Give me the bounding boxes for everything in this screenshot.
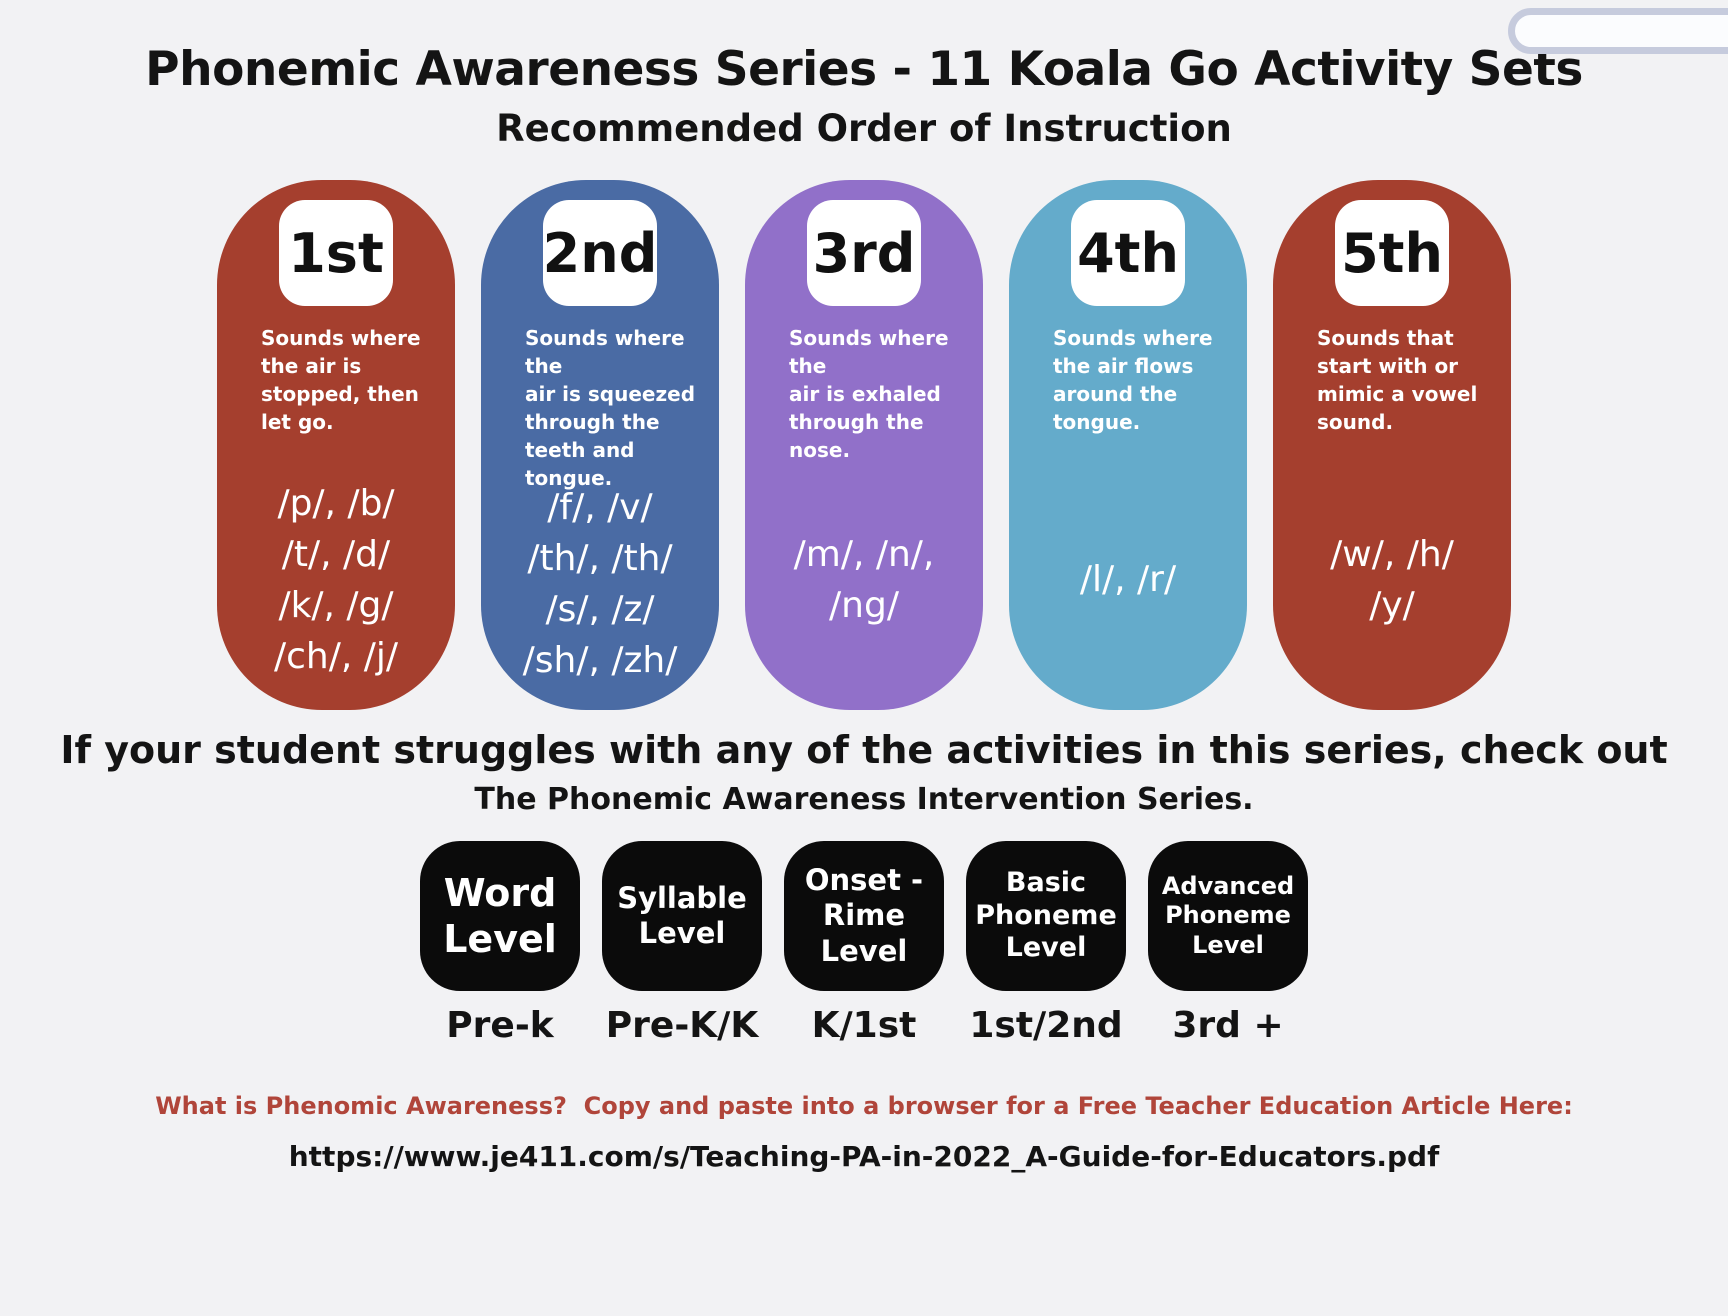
level-syllable: Syllable Level Pre-K/K [602, 841, 762, 1046]
level-grade: K/1st [811, 1005, 917, 1046]
rank-badge: 4th [1071, 200, 1185, 306]
rank-label: 4th [1077, 221, 1179, 285]
card-3rd-nasals: 3rd Sounds where the air is exhaled thro… [745, 180, 983, 710]
card-description: Sounds that start with or mimic a vowel … [1317, 326, 1478, 434]
level-box-advanced-phoneme: Advanced Phoneme Level [1148, 841, 1308, 991]
rank-badge: 3rd [807, 200, 921, 306]
level-box-basic-phoneme: Basic Phoneme Level [966, 841, 1126, 991]
level-box-word: Word Level [420, 841, 580, 991]
rank-badge: 2nd [543, 200, 657, 306]
infographic-canvas: Phonemic Awareness Series - 11 Koala Go … [0, 8, 1728, 1173]
level-advanced-phoneme: Advanced Phoneme Level 3rd + [1148, 841, 1308, 1046]
rank-label: 1st [288, 221, 384, 285]
intervention-note-line2: The Phonemic Awareness Intervention Seri… [474, 782, 1254, 817]
card-phonemes: /l/, /r/ [1079, 559, 1177, 601]
level-onset-rime: Onset - Rime Level K/1st [784, 841, 944, 1046]
card-2nd-fricatives: 2nd Sounds where the air is squeezed thr… [481, 180, 719, 710]
rank-label: 2nd [542, 221, 658, 285]
rank-badge: 1st [279, 200, 393, 306]
instruction-cards-row: 1st Sounds where the air is stopped, the… [0, 180, 1728, 710]
card-phonemes: /p/, /b/ /t/, /d/ /k/, /g/ /ch/, /j/ [273, 482, 398, 678]
card-description: Sounds where the air is stopped, then le… [261, 326, 421, 434]
footer-url[interactable]: https://www.je411.com/s/Teaching-PA-in-2… [288, 1140, 1440, 1173]
rank-label: 5th [1341, 221, 1443, 285]
card-5th-glides: 5th Sounds that start with or mimic a vo… [1273, 180, 1511, 710]
level-box-syllable: Syllable Level [602, 841, 762, 991]
level-grade: Pre-K/K [605, 1005, 759, 1046]
card-1st-stops: 1st Sounds where the air is stopped, the… [217, 180, 455, 710]
card-phonemes: /w/, /h/ /y/ [1330, 533, 1454, 626]
level-grade: 1st/2nd [969, 1005, 1123, 1046]
page-subtitle: Recommended Order of Instruction [496, 107, 1232, 150]
card-description: Sounds where the air flows around the to… [1053, 326, 1213, 434]
corner-window-decoration [1508, 8, 1728, 54]
intervention-levels-row: Word Level Pre-k Syllable Level Pre-K/K … [0, 841, 1728, 1046]
level-box-onset-rime: Onset - Rime Level [784, 841, 944, 991]
level-basic-phoneme: Basic Phoneme Level 1st/2nd [966, 841, 1126, 1046]
card-phonemes: /f/, /v/ /th/, /th/ /s/, /z/ /sh/, /zh/ [522, 486, 678, 681]
level-word: Word Level Pre-k [420, 841, 580, 1046]
card-phonemes: /m/, /n/, /ng/ [793, 533, 935, 626]
footer-question: What is Phenomic Awareness? Copy and pas… [155, 1092, 1573, 1120]
card-4th-liquids: 4th Sounds where the air flows around th… [1009, 180, 1247, 710]
page-title: Phonemic Awareness Series - 11 Koala Go … [145, 42, 1583, 97]
intervention-note-line1: If your student struggles with any of th… [60, 728, 1668, 772]
card-description: Sounds where the air is exhaled through … [789, 326, 949, 462]
rank-label: 3rd [812, 221, 916, 285]
rank-badge: 5th [1335, 200, 1449, 306]
level-grade: Pre-k [446, 1005, 554, 1046]
card-description: Sounds where the air is squeezed through… [525, 326, 696, 490]
level-grade: 3rd + [1172, 1005, 1284, 1046]
